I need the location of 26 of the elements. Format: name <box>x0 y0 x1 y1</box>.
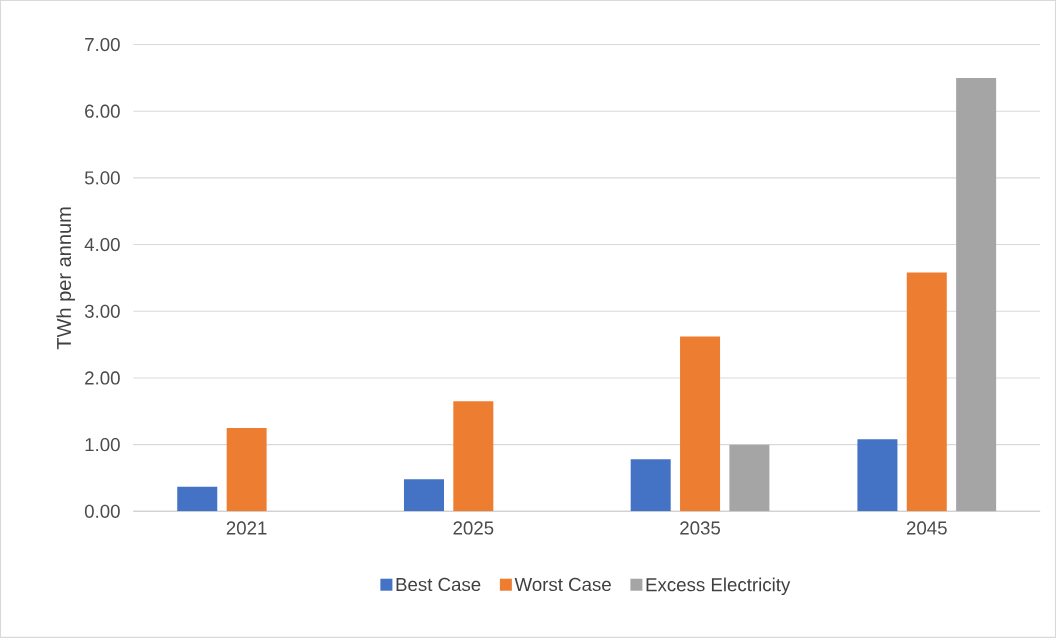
legend-label: Excess Electricity <box>646 577 791 596</box>
x-tick-label: 2035 <box>680 521 721 535</box>
legend-label: Best Case <box>396 577 481 592</box>
bar <box>403 479 444 512</box>
legend-label: Worst Case <box>514 577 611 592</box>
bar <box>630 459 671 512</box>
y-tick-label: 7.00 <box>85 37 120 52</box>
bar <box>226 428 267 512</box>
y-axis-title: TWh per annum <box>56 207 76 350</box>
bar <box>956 77 997 512</box>
x-tick-label: 2045 <box>906 521 947 535</box>
y-tick-label: 6.00 <box>85 104 120 118</box>
y-tick-label: 4.00 <box>84 238 120 252</box>
bar <box>177 486 218 512</box>
y-tick-label: 1.00 <box>85 438 120 452</box>
bar <box>729 444 770 512</box>
y-tick-label: 3.00 <box>84 304 120 318</box>
y-tick-label: 0.00 <box>84 504 120 518</box>
y-tick-label: 2.00 <box>85 371 120 385</box>
y-tick-label: 5.00 <box>84 171 120 185</box>
bar <box>453 401 494 512</box>
bar <box>857 439 898 512</box>
x-tick-label: 2021 <box>226 521 267 535</box>
x-tick-label: 2025 <box>453 521 494 535</box>
bar <box>680 336 721 512</box>
bar <box>906 272 947 512</box>
